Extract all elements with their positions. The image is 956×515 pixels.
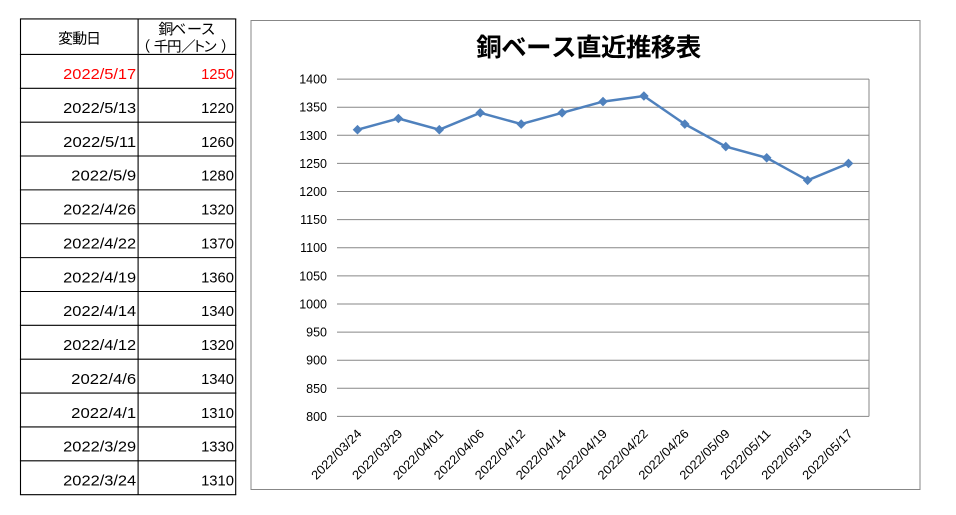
svg-text:2022/4/14: 2022/4/14: [63, 304, 136, 320]
svg-text:1340: 1340: [201, 372, 234, 388]
svg-text:1330: 1330: [201, 440, 234, 456]
svg-text:1250: 1250: [201, 67, 234, 83]
svg-text:1350: 1350: [299, 101, 327, 115]
svg-text:2022/4/26: 2022/4/26: [63, 203, 136, 219]
svg-text:2022/4/22: 2022/4/22: [63, 236, 136, 252]
svg-text:1370: 1370: [201, 236, 234, 252]
svg-text:1280: 1280: [201, 169, 234, 185]
svg-text:1400: 1400: [299, 73, 327, 87]
svg-text:850: 850: [306, 382, 327, 396]
svg-text:1220: 1220: [201, 101, 234, 117]
svg-text:2022/3/24: 2022/3/24: [63, 474, 136, 490]
svg-text:1260: 1260: [201, 135, 234, 151]
svg-text:950: 950: [306, 326, 327, 340]
svg-text:1360: 1360: [201, 270, 234, 286]
svg-text:900: 900: [306, 354, 327, 368]
svg-text:1310: 1310: [201, 474, 234, 490]
svg-text:1310: 1310: [201, 406, 234, 422]
svg-text:2022/5/9: 2022/5/9: [71, 169, 136, 185]
svg-text:1150: 1150: [300, 213, 327, 227]
svg-text:1340: 1340: [201, 304, 234, 320]
svg-text:1100: 1100: [300, 241, 327, 255]
svg-text:2022/4/6: 2022/4/6: [71, 372, 136, 388]
svg-text:2022/4/19: 2022/4/19: [63, 270, 136, 286]
svg-text:1050: 1050: [299, 269, 327, 283]
svg-text:2022/5/17: 2022/5/17: [63, 67, 136, 83]
svg-text:1300: 1300: [299, 129, 327, 143]
svg-text:1200: 1200: [299, 185, 327, 199]
svg-text:2022/5/11: 2022/5/11: [63, 135, 136, 151]
svg-text:2022/3/29: 2022/3/29: [63, 440, 136, 456]
svg-text:1250: 1250: [299, 157, 327, 171]
svg-text:2022/4/12: 2022/4/12: [63, 338, 136, 354]
svg-text:2022/4/1: 2022/4/1: [71, 406, 136, 422]
svg-text:1320: 1320: [201, 203, 234, 219]
svg-text:2022/5/13: 2022/5/13: [63, 101, 136, 117]
svg-text:1320: 1320: [201, 338, 234, 354]
svg-text:800: 800: [306, 410, 327, 424]
svg-text:1000: 1000: [299, 298, 327, 312]
